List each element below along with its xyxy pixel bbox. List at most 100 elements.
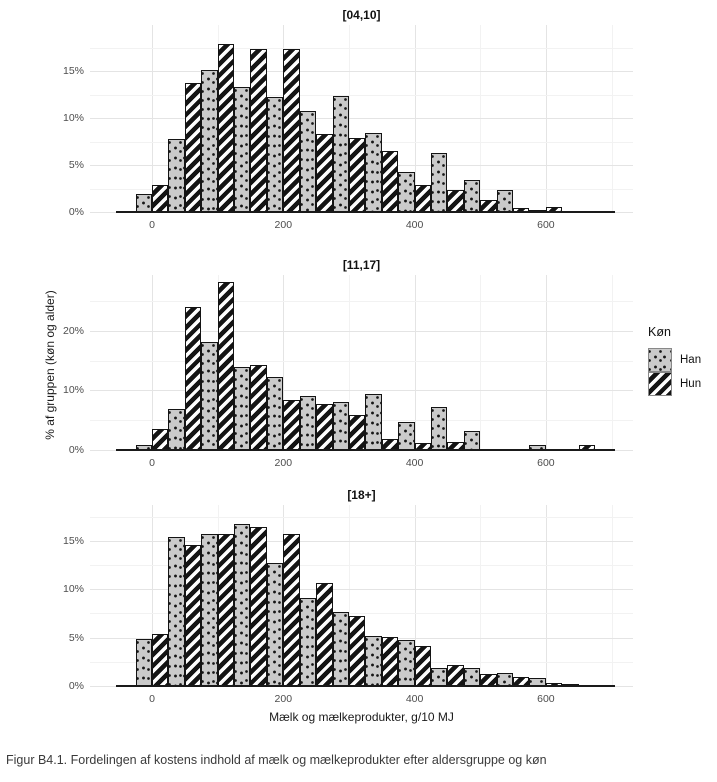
gridline-x-minor: [348, 25, 350, 213]
bar-hun-bin-200: [283, 534, 300, 687]
bar-hun-bin-250: [316, 583, 333, 687]
bar-han-bin-300: [332, 402, 349, 451]
gridline-y-minor: [90, 47, 633, 49]
gridline-x-major: [414, 505, 416, 687]
legend-label-han: Han: [680, 354, 702, 366]
y-tick-label: 0%: [68, 206, 84, 218]
x-tick-label: 600: [537, 693, 555, 705]
y-tick-label: 10%: [62, 384, 84, 397]
gridline-x-minor: [480, 275, 482, 451]
gridline-y-major: [90, 589, 633, 591]
bar-hun-bin-450: [447, 664, 464, 687]
bar-han-bin-0: [135, 638, 152, 687]
x-tick-label: 200: [274, 693, 293, 705]
y-tick-label: 10%: [62, 583, 84, 596]
legend-title: Køn: [648, 325, 671, 339]
x-tick-label: 0: [149, 457, 155, 469]
bar-hun-bin-350: [381, 636, 399, 687]
zero-baseline: [115, 211, 615, 213]
y-tick-label: 5%: [68, 631, 84, 644]
bar-hun-bin-200: [283, 49, 300, 213]
y-tick-label: 5%: [68, 159, 84, 171]
bar-hun-bin-0: [152, 633, 169, 687]
bar-han-bin-250: [299, 110, 317, 213]
gridline-x-major: [414, 275, 416, 451]
bar-han-bin-150: [234, 87, 251, 213]
bar-han-bin-100: [201, 534, 218, 687]
gridline-y-major: [90, 71, 633, 72]
bar-han-bin-300: [332, 96, 349, 213]
bar-han-bin-500: [463, 180, 481, 213]
y-tick-label: 0%: [68, 444, 84, 456]
gridline-x-major: [152, 275, 153, 451]
bar-han-bin-500: [463, 431, 481, 451]
gridline-y-major: [90, 390, 633, 392]
gridline-x-major: [414, 25, 416, 213]
bar-hun-bin-300: [348, 616, 366, 687]
x-tick-label: 200: [274, 457, 293, 469]
bar-hun-bin-450: [447, 189, 464, 213]
panel-11-17: [90, 275, 633, 451]
bar-han-bin-450: [431, 667, 448, 687]
bar-han-bin-50: [168, 138, 185, 213]
zero-baseline: [115, 685, 615, 687]
panel-04-10: [90, 25, 633, 213]
figure-caption: Figur B4.1. Fordelingen af kostens indho…: [6, 753, 547, 767]
bar-han-bin-100: [201, 70, 218, 213]
bar-han-bin-250: [299, 597, 317, 687]
gridline-x-major: [152, 25, 153, 213]
gridline-x-major: [283, 275, 285, 451]
bar-han-bin-550: [496, 189, 514, 213]
bar-han-bin-150: [234, 367, 251, 451]
bar-han-bin-350: [365, 394, 382, 451]
gridline-x-minor: [348, 505, 350, 687]
gridline-x-minor: [611, 505, 613, 687]
gridline-y-minor: [90, 516, 633, 518]
bar-hun-bin-100: [217, 43, 235, 213]
bar-hun-bin-500: [480, 674, 497, 687]
x-tick-label: 400: [405, 219, 424, 231]
x-tick-label: 400: [405, 457, 424, 469]
bar-han-bin-200: [266, 377, 284, 451]
gridline-y-minor: [90, 565, 633, 566]
bar-hun-bin-300: [348, 137, 366, 213]
gridline-y-minor: [90, 613, 633, 615]
gridline-x-major: [545, 505, 547, 687]
bar-hun-bin-400: [414, 184, 431, 213]
gridline-x-minor: [348, 275, 350, 451]
bar-hun-bin-50: [184, 306, 202, 451]
x-axis-title: Mælk og mælkeprodukter, g/10 MJ: [269, 710, 454, 724]
y-axis-title: % af gruppen (køn og alder): [43, 290, 57, 440]
gridline-x-minor: [611, 275, 613, 451]
x-tick-label: 600: [537, 457, 555, 469]
facet-title-11-17: [11,17]: [342, 258, 381, 272]
gridline-y-minor: [90, 300, 633, 302]
bar-hun-bin-350: [381, 150, 399, 213]
x-tick-label: 400: [405, 693, 424, 705]
bar-han-bin-400: [398, 639, 415, 687]
bar-hun-bin-0: [152, 184, 169, 213]
bar-han-bin-50: [168, 536, 185, 687]
gridline-y-minor: [90, 360, 633, 362]
x-tick-label: 600: [537, 219, 555, 231]
facet-title-04-10: [04,10]: [342, 8, 381, 22]
bar-hun-bin-400: [414, 646, 431, 687]
legend-label-hun: Hun: [680, 378, 702, 390]
bar-han-bin-150: [234, 524, 251, 687]
bar-han-bin-400: [398, 171, 415, 213]
gridline-x-minor: [480, 25, 482, 213]
bar-hun-bin-50: [184, 83, 202, 213]
bar-han-bin-450: [431, 152, 448, 213]
gridline-y-major: [90, 330, 633, 332]
bar-han-bin-350: [365, 133, 382, 213]
bar-han-bin-100: [201, 342, 218, 451]
gridline-x-major: [545, 25, 547, 213]
x-tick-label: 0: [149, 693, 155, 705]
bar-hun-bin-200: [283, 400, 300, 451]
y-tick-label: 15%: [62, 534, 84, 547]
bar-hun-bin-100: [217, 534, 235, 687]
bar-han-bin-50: [168, 409, 185, 451]
bar-han-bin-350: [365, 635, 382, 687]
bar-hun-bin-50: [184, 544, 202, 687]
gridline-y-major: [90, 540, 633, 542]
